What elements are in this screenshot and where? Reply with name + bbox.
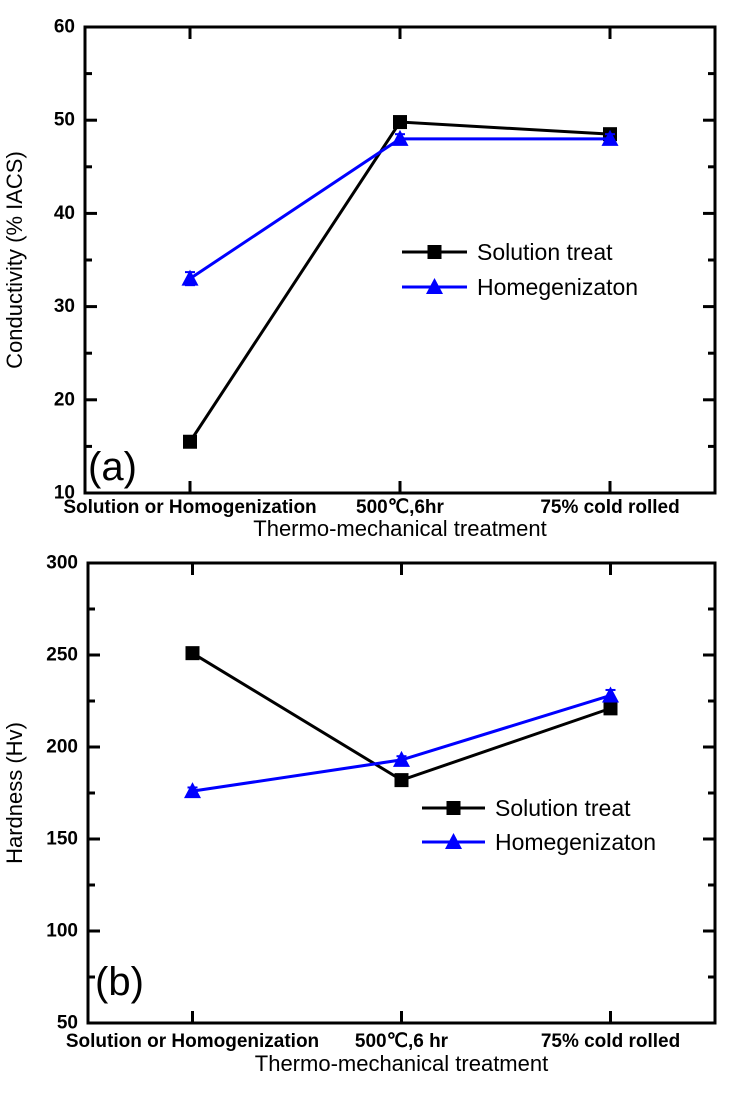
legend-marker xyxy=(426,278,443,294)
data-point-marker xyxy=(391,129,409,146)
legend-marker xyxy=(427,245,442,259)
legend-label: Homegenizaton xyxy=(495,829,656,855)
plot-border xyxy=(86,561,717,1025)
y-tick-label: 60 xyxy=(54,17,75,38)
y-tick-label: 40 xyxy=(54,203,75,224)
x-category-label: 500℃,6hr xyxy=(356,497,444,518)
y-tick-label: 250 xyxy=(46,645,78,666)
data-point-marker xyxy=(181,269,199,286)
x-axis-title: Thermo-mechanical treatment xyxy=(253,516,546,541)
hardness-chart: 50 100 150 200 250 300 Solution or Homogenizat… xyxy=(0,547,735,1094)
data-point-marker xyxy=(603,701,618,716)
legend-label: Solution treat xyxy=(495,795,631,821)
y-tick-label: 30 xyxy=(54,296,75,317)
legend-label: Homegenizaton xyxy=(477,274,638,300)
data-point-marker xyxy=(185,646,200,661)
x-axis-title: Thermo-mechanical treatment xyxy=(255,1051,548,1076)
panel-label: (b) xyxy=(95,960,144,1004)
conductivity-plot: 10 20 30 40 50 60 Solution or Homogenization 50… xyxy=(2,17,717,541)
legend-marker xyxy=(445,833,462,849)
data-point-marker xyxy=(183,434,197,449)
y-tick-label: 50 xyxy=(54,110,75,131)
y-axis-title: Conductivity (% IACS) xyxy=(2,151,27,369)
data-point-marker xyxy=(184,782,201,799)
x-category-label: 500℃,6 hr xyxy=(355,1031,449,1052)
panel-label: (a) xyxy=(88,445,137,489)
legend-marker xyxy=(446,801,461,815)
x-category-label: 75% cold rolled xyxy=(540,497,679,518)
data-point-marker xyxy=(602,686,619,703)
y-tick-label: 150 xyxy=(46,829,78,850)
y-tick-label: 20 xyxy=(54,389,75,410)
data-point-marker xyxy=(394,773,409,788)
x-category-label: Solution or Homogenization xyxy=(63,497,316,518)
plot-border xyxy=(83,25,717,495)
data-point-marker xyxy=(601,129,619,146)
x-category-label: 75% cold rolled xyxy=(541,1031,680,1052)
data-point-marker xyxy=(393,115,407,130)
y-tick-label: 10 xyxy=(54,483,75,504)
y-tick-label: 50 xyxy=(57,1013,78,1034)
conductivity-chart: 10 20 30 40 50 60 Solution or Homogenization 50… xyxy=(2,17,717,541)
x-category-label: Solution or Homogenization xyxy=(66,1031,319,1052)
legend-label: Solution treat xyxy=(477,239,613,265)
hardness-plot: 50 100 150 200 250 300 Solution or Homogenizat… xyxy=(2,553,717,1076)
y-tick-label: 300 xyxy=(46,553,78,574)
y-tick-label: 100 xyxy=(46,921,78,942)
data-point-marker xyxy=(393,750,410,767)
y-axis-title: Hardness (Hv) xyxy=(2,722,27,864)
y-tick-label: 200 xyxy=(46,737,78,758)
